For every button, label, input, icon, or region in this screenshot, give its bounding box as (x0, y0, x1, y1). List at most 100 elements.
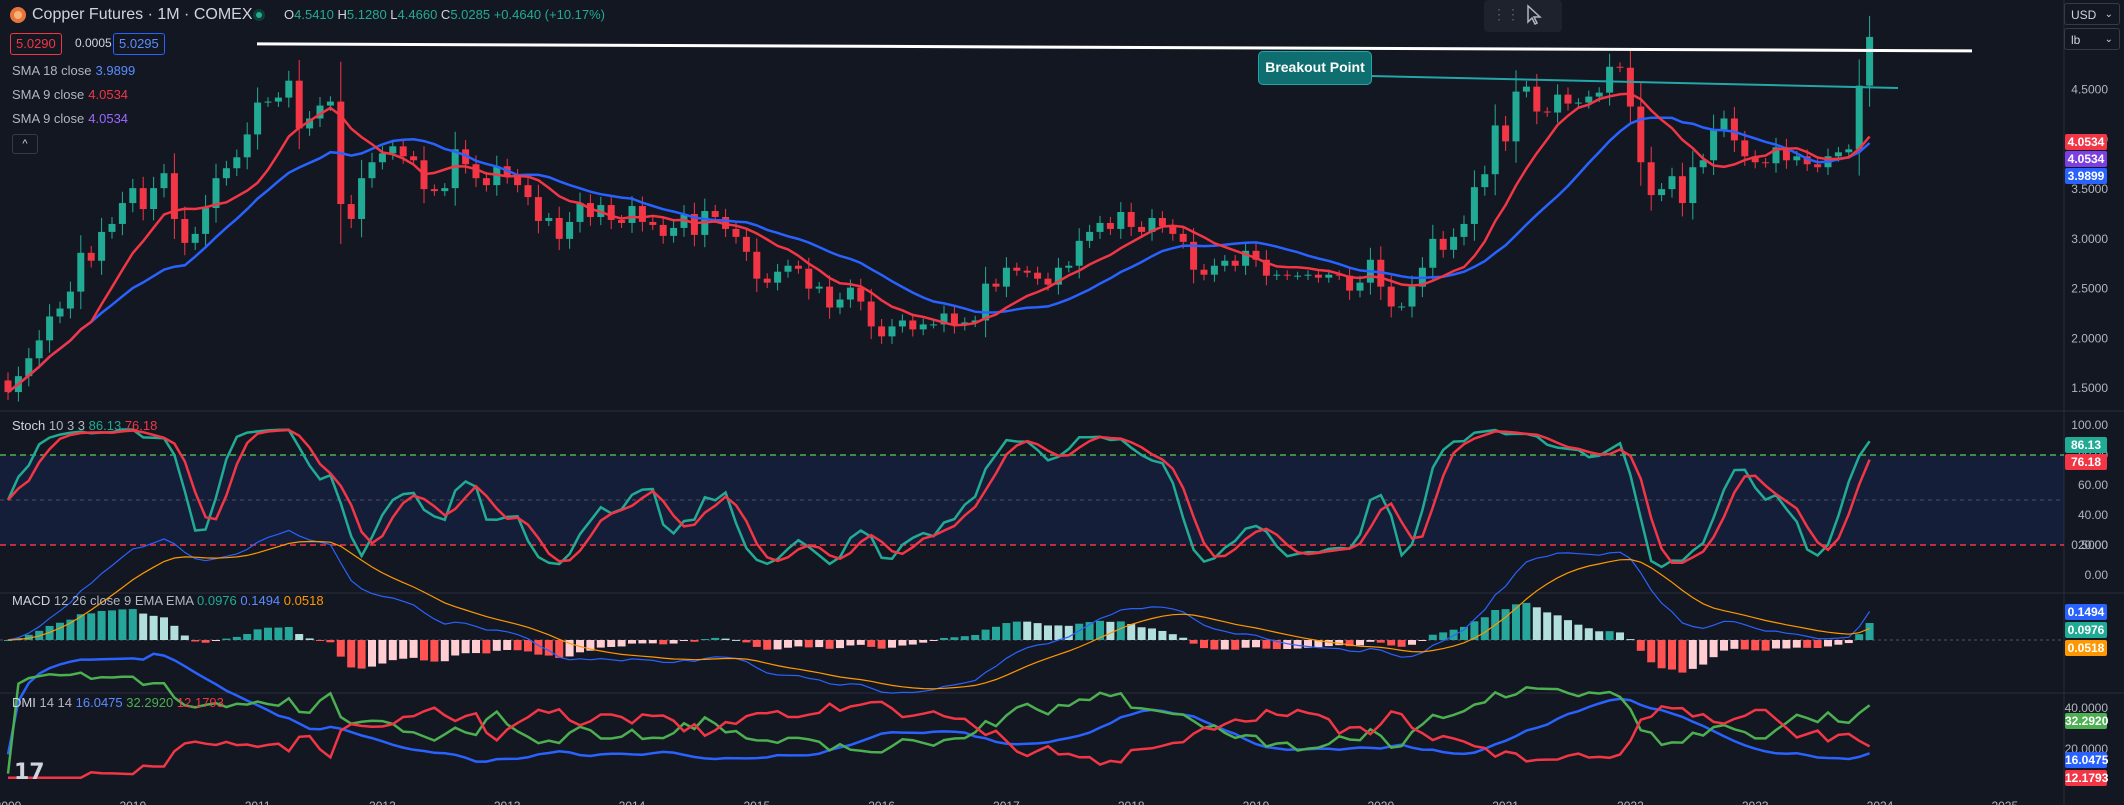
candle-body (1772, 147, 1780, 164)
macd-histogram-bar (347, 640, 356, 668)
stoch-k-axis-label: 86.13 (2065, 437, 2107, 453)
time-axis-label: 2023 (1742, 799, 1769, 805)
macd-histogram-bar (1106, 621, 1115, 640)
sell-price-button[interactable]: 5.0290 (10, 33, 62, 55)
candle-body (233, 157, 241, 169)
candle-body (1221, 260, 1229, 266)
cursor-icon[interactable] (1524, 4, 1544, 26)
candle-body (1793, 156, 1801, 161)
candle-body (1138, 226, 1146, 232)
macd-histogram-bar (711, 637, 720, 640)
macd-histogram-bar (232, 636, 241, 640)
candle-body (1346, 275, 1354, 291)
candle-body (150, 188, 158, 210)
macd-histogram-bar (4, 640, 12, 641)
stoch-legend[interactable]: Stoch 10 3 3 86.13 76.18 (12, 418, 157, 433)
currency-dropdown[interactable]: USD ⌄ (2064, 3, 2120, 25)
unit-label: lb (2071, 33, 2081, 47)
sma-18-value: 3.9899 (95, 63, 136, 78)
candle-body (1512, 91, 1520, 142)
macd-histogram-bar (1314, 640, 1323, 648)
macd-histogram-bar (326, 640, 335, 643)
market-status-icon[interactable] (253, 9, 265, 21)
candle-body (1242, 250, 1250, 266)
macd-histogram-bar (212, 640, 220, 641)
candle-body (1782, 147, 1790, 161)
macd-histogram-bar (1824, 640, 1832, 647)
candle-body (1668, 176, 1676, 190)
macd-histogram-bar (180, 635, 189, 640)
macd-params: 12 26 close 9 EMA EMA (53, 593, 194, 608)
time-axis-label: 2010 (119, 799, 146, 805)
candle-body (1741, 140, 1749, 157)
macd-histogram-bar (638, 640, 647, 644)
dmi-plus-line (6, 671, 1871, 774)
macd-histogram-bar (867, 640, 876, 647)
macd-histogram-bar (877, 640, 886, 649)
sma-9b-legend[interactable]: SMA 9 close 4.0534 (12, 111, 128, 126)
macd-histogram-bar (149, 615, 158, 640)
candle-body (878, 326, 886, 337)
macd-histogram-bar (243, 633, 252, 640)
candle-body (618, 219, 626, 223)
macd-histogram-bar (1428, 634, 1437, 640)
macd-histogram-bar (1376, 640, 1385, 643)
macd-histogram-bar (1210, 640, 1219, 650)
ohlc-high: 5.1280 (346, 7, 387, 22)
candle-body (763, 278, 771, 283)
candle-body (836, 299, 844, 308)
candle-body (1231, 260, 1239, 266)
sma-18-legend[interactable]: SMA 18 close 3.9899 (12, 63, 135, 78)
ohlc-change: +0.4640 (+10.17%) (493, 7, 606, 22)
macd-histogram-bar (773, 640, 782, 650)
candle-body (1502, 125, 1510, 142)
candle-body (191, 233, 199, 243)
collapse-legend-button[interactable]: ^ (12, 134, 38, 154)
stoch-k-value: 86.13 (88, 418, 122, 433)
macd-signal-axis-label: 0.0518 (2065, 640, 2107, 656)
candle-body (1408, 286, 1416, 307)
macd-histogram-bar (118, 609, 127, 640)
candle-body (1283, 274, 1291, 276)
macd-legend[interactable]: MACD 12 26 close 9 EMA EMA 0.0976 0.1494… (12, 593, 324, 608)
breakout-callout[interactable]: Breakout Point (1258, 51, 1372, 85)
tradingview-logo-icon[interactable]: 17 (14, 760, 45, 785)
drag-handle-icon[interactable]: ⋮⋮ (1492, 6, 1520, 22)
candle-body (919, 324, 927, 330)
macd-histogram-bar (1304, 640, 1312, 648)
stoch-d-value: 76.18 (124, 418, 158, 433)
macd-hist-axis-label: 0.0976 (2065, 622, 2107, 638)
macd-histogram-bar (1096, 620, 1104, 640)
dmi-legend[interactable]: DMI 14 14 16.0475 32.2920 12.1793 (12, 695, 224, 710)
macd-histogram-bar (784, 640, 792, 648)
symbol-title[interactable]: Copper Futures · 1M · COMEX (32, 6, 253, 23)
candle-body (732, 228, 740, 237)
macd-histogram-bar (1272, 640, 1281, 650)
macd-histogram-bar (1501, 609, 1510, 640)
macd-histogram-bar (1844, 640, 1853, 644)
candle-body (1720, 118, 1728, 130)
unit-dropdown[interactable]: lb ⌄ (2064, 28, 2120, 50)
macd-histogram-bar (513, 640, 522, 651)
buy-price-button[interactable]: 5.0295 (113, 33, 165, 55)
macd-histogram-bar (815, 640, 824, 648)
candle-body (576, 203, 584, 222)
candle-body (555, 217, 563, 239)
macd-tick-label: 0.5000 (2071, 538, 2108, 552)
macd-histogram-bar (794, 640, 803, 647)
floating-toolbar[interactable]: ⋮⋮ (1484, 0, 1562, 32)
copper-logo-icon (10, 7, 26, 23)
candle-body (1710, 129, 1718, 161)
sma-9-legend[interactable]: SMA 9 close 4.0534 (12, 87, 128, 102)
candle-body (1585, 96, 1593, 103)
macd-histogram-bar (992, 626, 1000, 640)
macd-axis-label: 0.1494 (2065, 604, 2107, 620)
macd-histogram-bar (1751, 640, 1760, 651)
spread-value: 0.0005 (75, 36, 112, 50)
macd-histogram-bar (607, 640, 616, 647)
macd-histogram-bar (1220, 640, 1229, 650)
dmi-minus-axis-label: 12.1793 (2065, 770, 2109, 786)
dmi-title: DMI (12, 695, 36, 710)
